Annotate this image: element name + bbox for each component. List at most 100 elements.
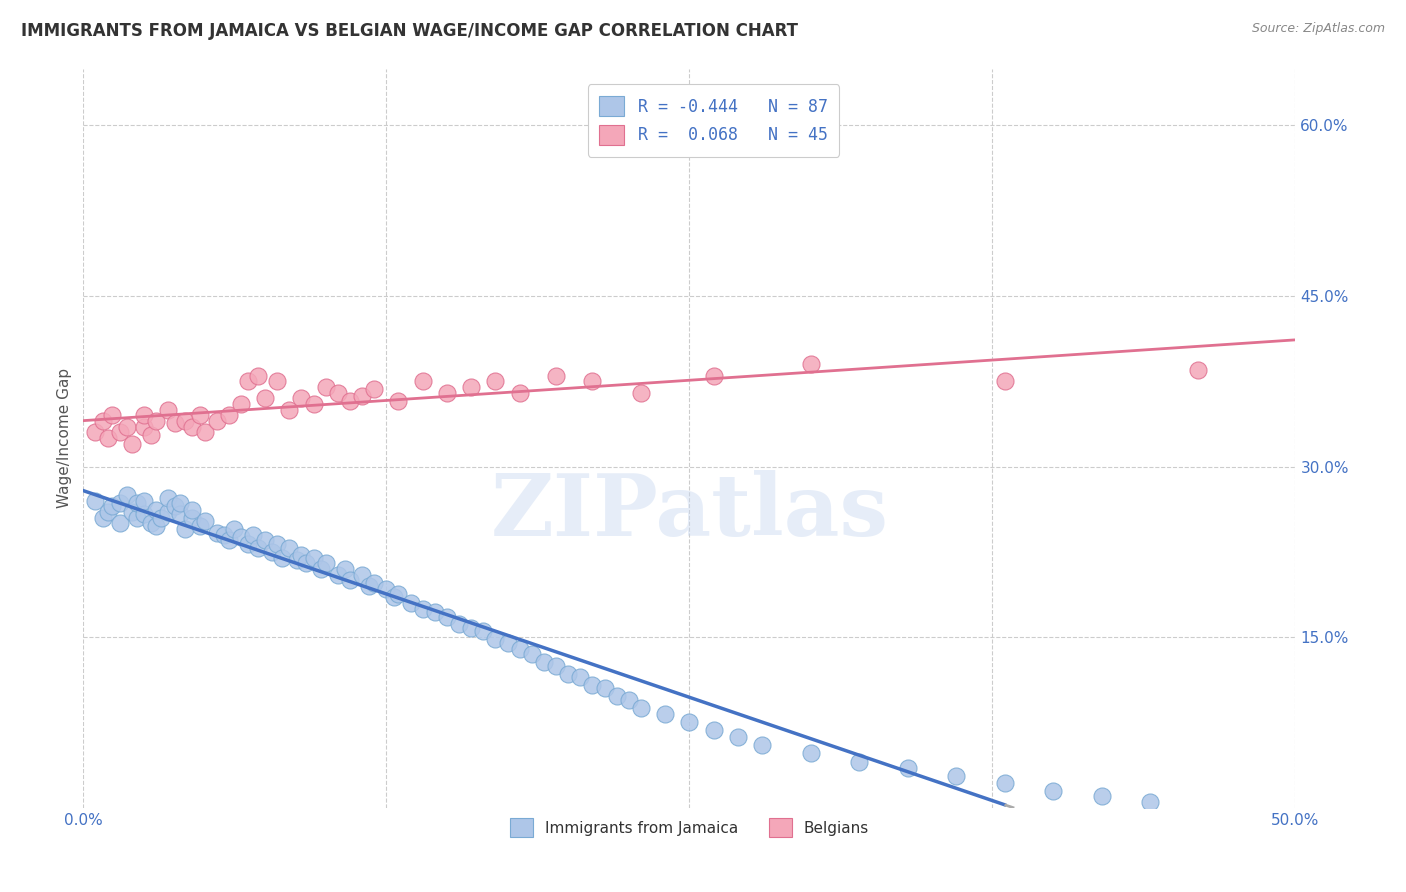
Point [520,647,543,661]
Point [242,528,264,542]
Point [181,510,204,524]
Point [181,419,204,434]
Point [593,681,616,696]
Point [703,723,725,738]
Point [246,541,269,556]
Point [169,496,191,510]
Point [359,579,381,593]
Point [174,522,197,536]
Point [229,530,252,544]
Point [352,567,374,582]
Point [302,550,325,565]
Point [993,775,1015,789]
Point [339,574,361,588]
Point [496,636,519,650]
Point [1042,783,1064,797]
Point [1139,795,1161,809]
Point [96,505,118,519]
Point [533,655,555,669]
Point [165,417,187,431]
Point [460,621,482,635]
Point [278,541,301,556]
Point [157,491,180,506]
Point [375,582,398,597]
Point [205,414,228,428]
Point [436,609,458,624]
Point [236,374,259,388]
Point [581,374,603,388]
Point [800,357,823,371]
Point [544,658,567,673]
Point [326,567,349,582]
Point [262,545,284,559]
Point [285,553,308,567]
Point [157,505,180,519]
Point [212,528,235,542]
Point [236,537,259,551]
Point [125,496,148,510]
Point [387,587,409,601]
Point [84,493,107,508]
Point [101,500,124,514]
Point [101,409,124,423]
Point [165,500,187,514]
Point [315,556,337,570]
Point [509,385,531,400]
Point [654,707,676,722]
Point [302,397,325,411]
Point [141,516,163,531]
Y-axis label: Wage/Income Gap: Wage/Income Gap [58,368,72,508]
Point [132,419,155,434]
Point [387,393,409,408]
Point [188,409,211,423]
Point [254,533,277,548]
Point [678,715,700,730]
Point [96,431,118,445]
Point [115,419,138,434]
Point [174,414,197,428]
Point [125,510,148,524]
Point [132,409,155,423]
Point [800,746,823,760]
Point [132,508,155,522]
Point [1090,789,1112,804]
Point [254,392,277,406]
Point [290,392,312,406]
Point [229,397,252,411]
Text: IMMIGRANTS FROM JAMAICA VS BELGIAN WAGE/INCOME GAP CORRELATION CHART: IMMIGRANTS FROM JAMAICA VS BELGIAN WAGE/… [21,22,799,40]
Point [460,380,482,394]
Point [315,380,337,394]
Point [218,409,240,423]
Point [271,550,294,565]
Point [509,641,531,656]
Point [363,382,385,396]
Point [91,510,114,524]
Point [630,700,652,714]
Point [246,368,269,383]
Point [544,368,567,383]
Point [141,427,163,442]
Point [205,525,228,540]
Legend: Immigrants from Jamaica, Belgians: Immigrants from Jamaica, Belgians [502,811,877,845]
Point [181,503,204,517]
Point [848,756,870,770]
Point [193,425,215,440]
Point [326,385,349,400]
Point [484,632,506,647]
Point [436,385,458,400]
Point [108,516,131,531]
Point [145,503,167,517]
Point [157,402,180,417]
Point [84,425,107,440]
Point [91,414,114,428]
Point [339,393,361,408]
Point [382,591,405,605]
Point [617,692,640,706]
Point [484,374,506,388]
Point [145,414,167,428]
Point [352,389,374,403]
Text: ZIPatlas: ZIPatlas [491,470,889,554]
Point [121,437,143,451]
Point [266,374,288,388]
Point [569,670,592,684]
